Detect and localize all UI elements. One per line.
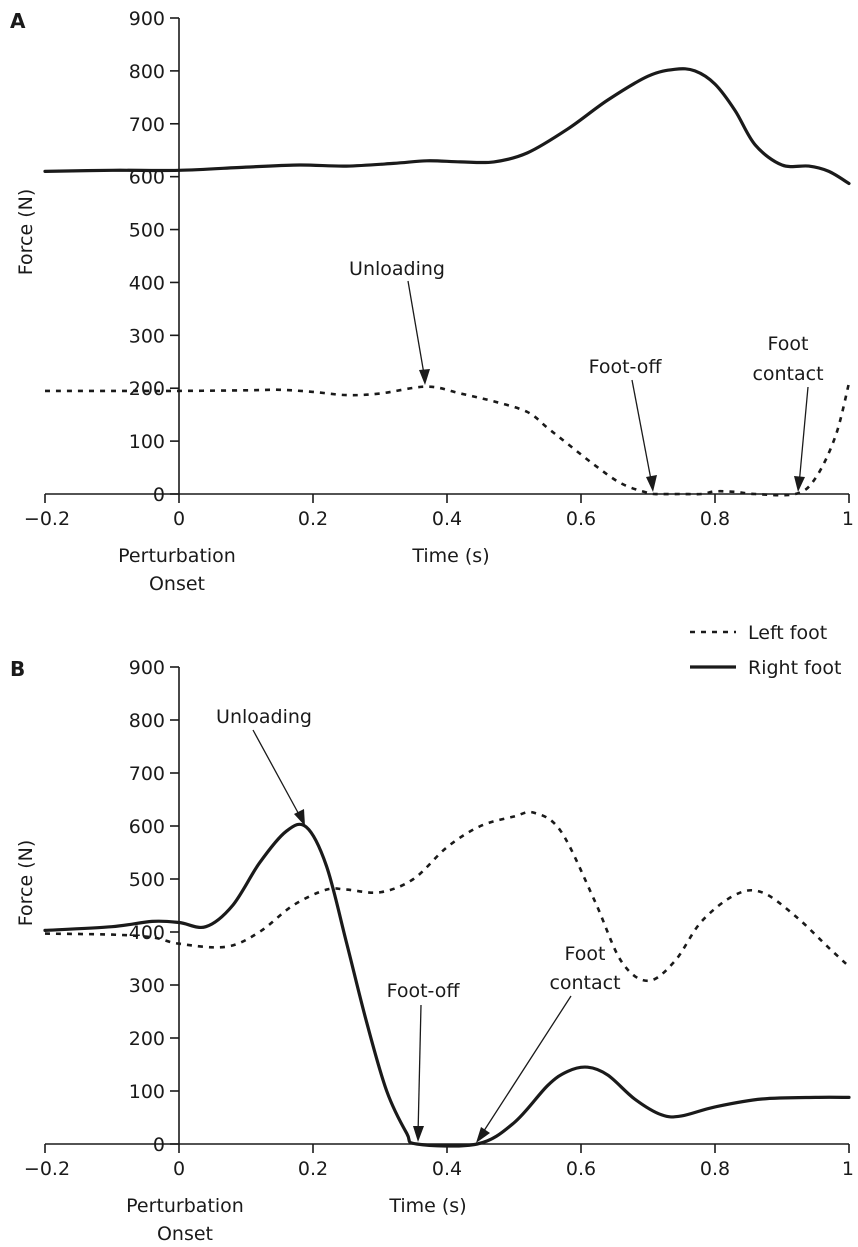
panel-a-y-ticks: 0 100 200 300 400 500 600 700 800 900 <box>129 8 179 506</box>
panel-a-y-tick-label: 600 <box>129 167 165 189</box>
panel-b-y-tick-label: 700 <box>129 763 165 785</box>
panel-b-label: B <box>10 657 25 681</box>
panel-a-x-tick-label: 0.2 <box>298 508 328 530</box>
panel-b-ylabel: Force (N) <box>15 840 37 926</box>
panel-b-onset-label-1: Perturbation <box>126 1195 244 1217</box>
panel-b-y-tick-label: 600 <box>129 816 165 838</box>
panel-a-x-tick-label: 0 <box>173 508 185 530</box>
panel-b-y-tick-label: 0 <box>153 1134 165 1156</box>
panel-b-onset-label-2: Onset <box>157 1223 213 1245</box>
panel-a-y-tick-label: 100 <box>129 431 165 453</box>
legend-left-label: Left foot <box>748 622 827 644</box>
legend: Left foot Right foot <box>690 622 841 679</box>
panel-a-y-tick-label: 400 <box>129 272 165 294</box>
panel-b-series-left-foot <box>44 810 850 983</box>
panel-b-x-tick-label: −0.2 <box>24 1158 70 1180</box>
panel-b-unloading-arrow <box>252 729 303 821</box>
panel-b-footoff-arrow <box>417 1004 422 1136</box>
panel-a-y-tick-label: 200 <box>129 378 165 400</box>
panel-a-x-tick-label: 0.8 <box>700 508 730 530</box>
panel-a-unloading-arrow <box>407 280 426 381</box>
panel-b-x-tick-label: 0 <box>173 1158 185 1180</box>
panel-a-series <box>43 67 851 497</box>
panel-a-y-tick-label: 0 <box>153 484 165 506</box>
panel-b-x-tick-label: 0.2 <box>298 1158 328 1180</box>
panel-a-xlabel: Time (s) <box>411 545 489 567</box>
panel-b-x-tick-label: 0.4 <box>432 1158 462 1180</box>
panel-b-y-tick-label: 300 <box>129 975 165 997</box>
panel-a-x-tick-label: 0.4 <box>432 508 462 530</box>
panel-b: B Force (N) 0100200300400500600700800900… <box>10 657 854 1245</box>
panel-a-series-right-foot <box>43 67 851 186</box>
panel-b-y-tick-label: 100 <box>129 1081 165 1103</box>
panel-a-onset-label-1: Perturbation <box>118 545 236 567</box>
panel-a-footcontact-arrowhead <box>794 476 805 492</box>
panel-a-y-tick-label: 500 <box>129 220 165 242</box>
panel-a-x-tick-label: −0.2 <box>24 508 70 530</box>
panel-b-x-tick-label: 1 <box>842 1158 854 1180</box>
panel-a-label: A <box>10 9 26 33</box>
panel-b-footcontact-label-1: Foot <box>565 943 606 965</box>
panel-a-x-tick-label: 1 <box>842 508 854 530</box>
panel-b-y-tick-label: 200 <box>129 1028 165 1050</box>
panel-a-unloading-arrowhead <box>419 369 430 385</box>
panel-a-y-tick-label: 900 <box>129 8 165 30</box>
panel-a-x-tick-label: 0.6 <box>566 508 596 530</box>
panel-b-y-tick-label: 800 <box>129 710 165 732</box>
panel-b-unloading-arrowhead <box>294 809 305 826</box>
panel-b-x-ticks: −0.2 0 0.2 0.4 0.6 0.8 1 <box>24 1144 854 1180</box>
panel-a-footoff-arrow <box>631 379 653 486</box>
panel-b-series-right-foot <box>43 822 851 1148</box>
panel-b-x-tick-label: 0.8 <box>700 1158 730 1180</box>
panel-b-unloading-label: Unloading <box>216 706 312 728</box>
panel-b-axes <box>45 667 849 1145</box>
panel-a-footcontact-label-1: Foot <box>768 333 809 355</box>
panel-b-footoff-label: Foot-off <box>387 980 461 1002</box>
panel-a-y-tick-label: 300 <box>129 325 165 347</box>
panel-b-footoff-arrowhead <box>413 1126 424 1142</box>
legend-right-label: Right foot <box>748 657 841 679</box>
panel-b-y-tick-label: 500 <box>129 869 165 891</box>
panel-b-x-tick-label: 0.6 <box>566 1158 596 1180</box>
panel-b-footcontact-arrow <box>479 995 572 1138</box>
panel-a-ylabel: Force (N) <box>15 189 37 275</box>
panel-b-footcontact-label-2: contact <box>549 972 620 994</box>
panel-a-footcontact-arrow <box>798 386 809 486</box>
panel-a-x-ticks: −0.2 0 0.2 0.4 0.6 0.8 1 <box>24 494 854 530</box>
panel-b-series <box>43 810 851 1148</box>
panel-b-footcontact-arrowhead <box>476 1127 490 1143</box>
panel-a-unloading-label: Unloading <box>349 258 445 280</box>
panel-b-xlabel: Time (s) <box>388 1195 466 1217</box>
panel-a: A Force (N) 0 100 200 300 400 500 600 700 800 900… <box>10 8 854 595</box>
panel-a-series-left-foot <box>44 382 851 497</box>
panel-b-y-tick-label: 900 <box>129 657 165 679</box>
panel-a-footoff-label: Foot-off <box>589 356 663 378</box>
panel-a-onset-label-2: Onset <box>149 573 205 595</box>
panel-a-axes <box>45 18 849 495</box>
panel-a-y-tick-label: 700 <box>129 114 165 136</box>
panel-a-footoff-arrowhead <box>646 475 657 492</box>
panel-a-y-tick-label: 800 <box>129 61 165 83</box>
panel-a-footcontact-label-2: contact <box>752 363 823 385</box>
